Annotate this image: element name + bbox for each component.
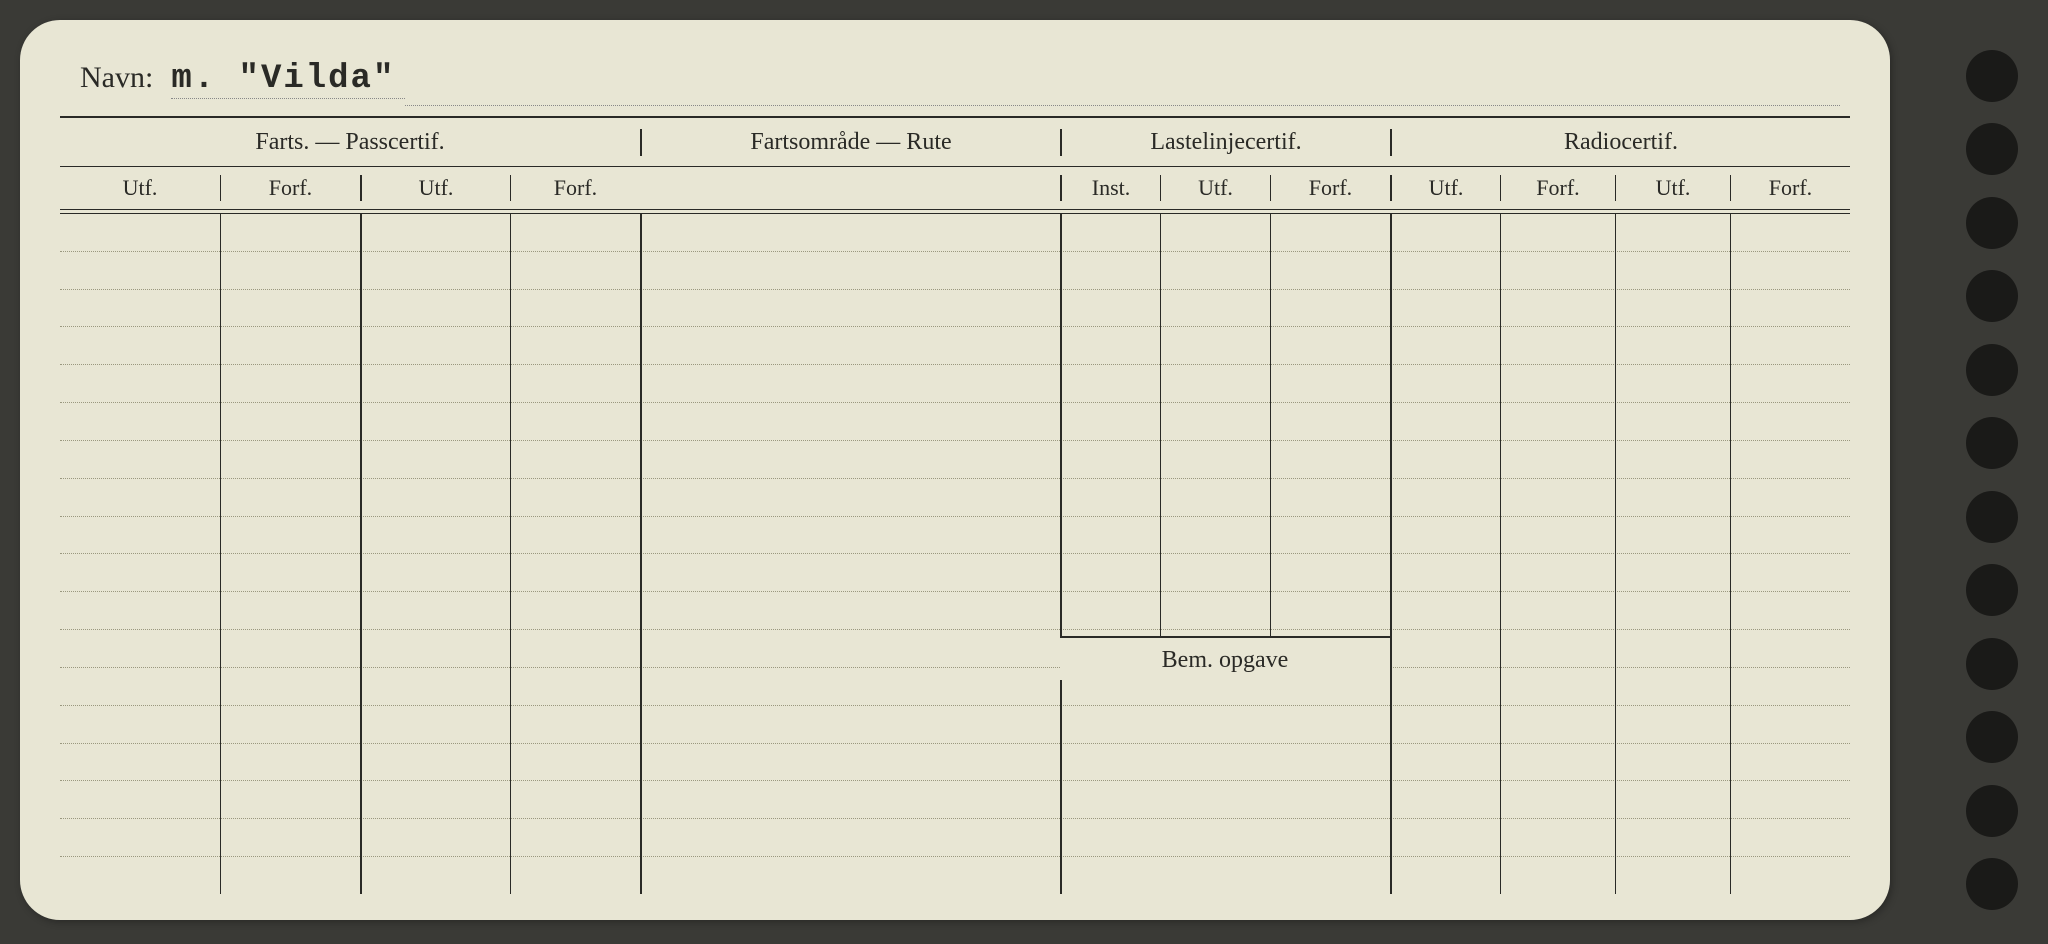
col-utf-5: Utf. <box>1615 175 1730 201</box>
binder-hole <box>1966 197 2018 249</box>
binder-hole <box>1966 123 2018 175</box>
table: Farts. — Passcertif. Fartsområde — Rute … <box>60 118 1850 898</box>
index-card: Navn: m. "Vilda" Farts. — Passcertif. Fa… <box>20 20 1890 920</box>
table-body: Bem. opgave <box>60 214 1850 894</box>
binder-hole <box>1966 417 2018 469</box>
group-rute: Fartsområde — Rute <box>640 129 1060 156</box>
binder-holes <box>1938 50 2018 910</box>
group-laste: Lastelinjecertif. <box>1060 129 1390 156</box>
vertical-rules <box>60 214 1850 894</box>
name-value: m. "Vilda" <box>171 60 405 99</box>
group-radio: Radiocertif. <box>1390 129 1850 156</box>
col-forf-2: Forf. <box>510 175 640 201</box>
col-utf-1: Utf. <box>60 175 220 201</box>
col-forf-4: Forf. <box>1500 175 1615 201</box>
binder-hole <box>1966 344 2018 396</box>
binder-hole <box>1966 270 2018 322</box>
binder-hole <box>1966 785 2018 837</box>
col-forf-1: Forf. <box>220 175 360 201</box>
group-farts: Farts. — Passcertif. <box>60 129 640 156</box>
col-forf-5: Forf. <box>1730 175 1850 201</box>
name-underline <box>405 105 1840 106</box>
name-row: Navn: m. "Vilda" <box>50 50 1860 110</box>
binder-hole <box>1966 858 2018 910</box>
binder-hole <box>1966 564 2018 616</box>
name-label: Navn: <box>80 61 153 95</box>
binder-hole <box>1966 491 2018 543</box>
col-inst: Inst. <box>1060 175 1160 201</box>
col-utf-4: Utf. <box>1390 175 1500 201</box>
binder-hole <box>1966 711 2018 763</box>
col-utf-3: Utf. <box>1160 175 1270 201</box>
col-utf-2: Utf. <box>360 175 510 201</box>
sub-header-row: Utf. Forf. Utf. Forf. Inst. Utf. Forf. U… <box>60 167 1850 209</box>
binder-hole <box>1966 638 2018 690</box>
col-forf-3: Forf. <box>1270 175 1390 201</box>
binder-hole <box>1966 50 2018 102</box>
group-header-row: Farts. — Passcertif. Fartsområde — Rute … <box>60 118 1850 166</box>
